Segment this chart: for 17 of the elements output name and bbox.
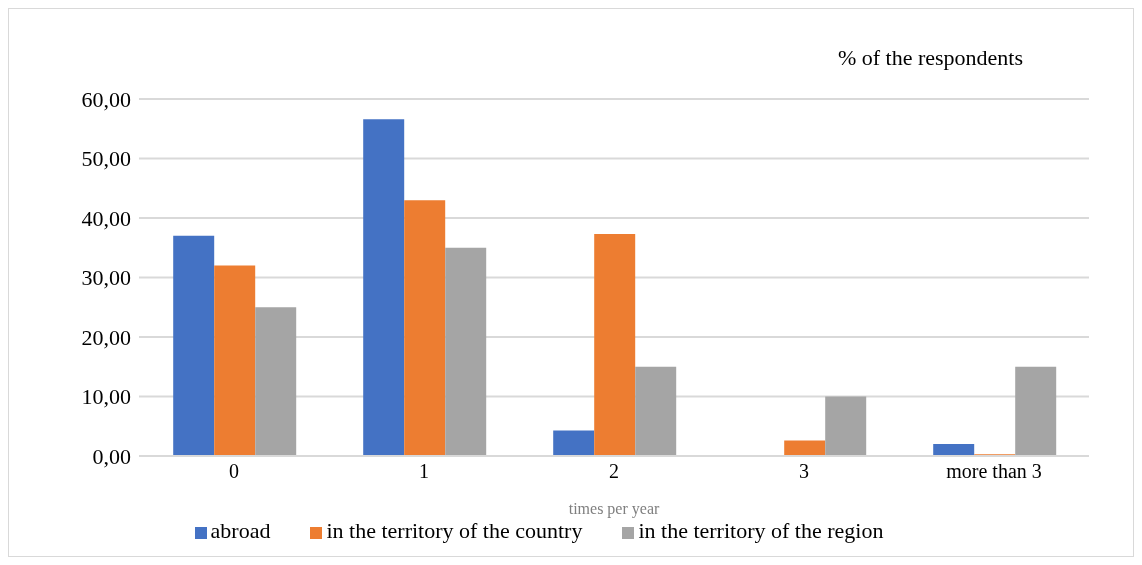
x-tick-label: 0 <box>229 460 239 483</box>
x-tick-label: more than 3 <box>946 460 1042 483</box>
y-tick-label: 30,00 <box>81 265 131 291</box>
y-tick-label: 60,00 <box>81 86 131 112</box>
legend-label: abroad <box>210 518 271 543</box>
x-axis-title: times per year <box>568 500 660 518</box>
x-tick-label: 1 <box>419 460 429 483</box>
legend-label: in the territory of the country <box>326 518 583 543</box>
y-tick-label: 50,00 <box>81 146 131 172</box>
x-tick-label: 2 <box>609 460 619 483</box>
y-tick-label: 20,00 <box>81 324 131 350</box>
y-tick-label: 0,00 <box>92 443 131 469</box>
legend-label: in the territory of the region <box>638 518 884 543</box>
y-tick-label: 40,00 <box>81 205 131 231</box>
chart-title: % of the respondents <box>837 45 1023 71</box>
x-tick-label: 3 <box>799 460 809 483</box>
y-tick-label: 10,00 <box>81 384 131 410</box>
